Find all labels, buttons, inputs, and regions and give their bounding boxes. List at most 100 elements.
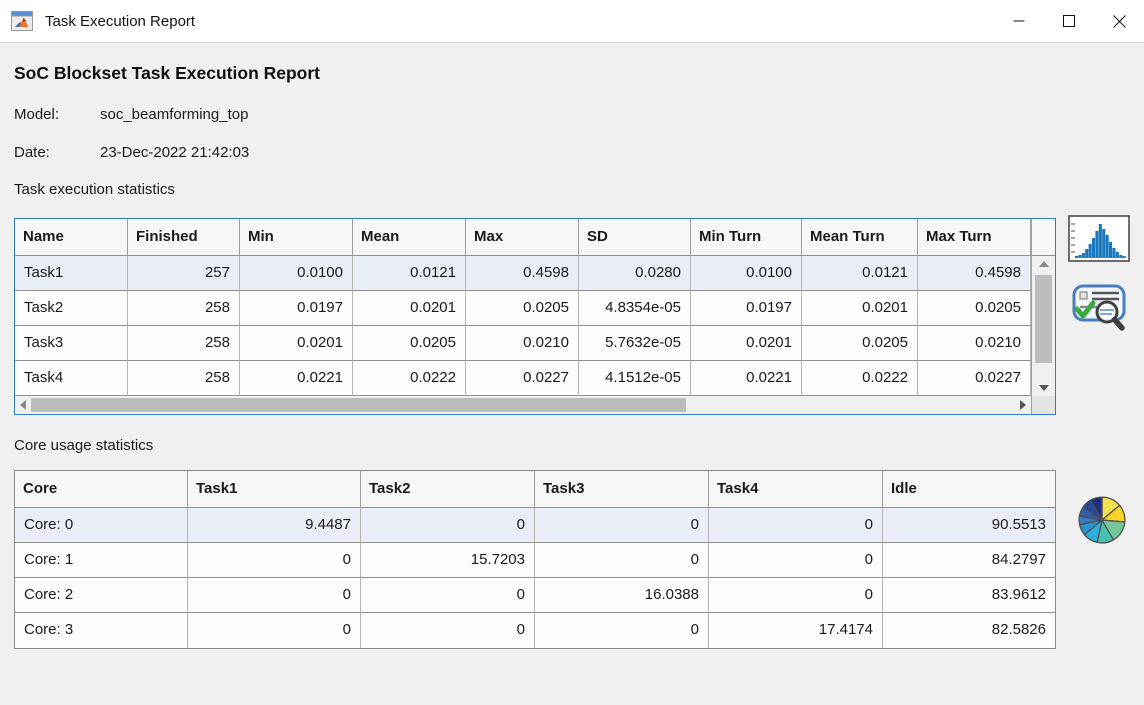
table-row[interactable]: Core: 2 0 0 16.0388 0 83.9612 bbox=[15, 578, 1055, 613]
cell[interactable]: 0.0197 bbox=[240, 291, 353, 326]
close-button[interactable] bbox=[1094, 0, 1144, 42]
cell[interactable]: 84.2797 bbox=[883, 543, 1055, 578]
cell[interactable]: 0.0205 bbox=[918, 291, 1031, 326]
cell[interactable]: 257 bbox=[128, 256, 240, 291]
cell[interactable]: 0.0201 bbox=[691, 326, 802, 361]
cell[interactable]: 0.0222 bbox=[353, 361, 466, 396]
cell[interactable]: 0 bbox=[535, 508, 709, 543]
cell[interactable]: Task4 bbox=[15, 361, 128, 396]
column-header: Min Turn bbox=[691, 219, 802, 256]
cell[interactable]: 0 bbox=[535, 613, 709, 648]
maximize-icon bbox=[1063, 15, 1075, 27]
report-inspect-icon bbox=[1072, 284, 1126, 331]
table-row[interactable]: Task2 258 0.0197 0.0201 0.0205 4.8354e-05 0.01… bbox=[15, 291, 1031, 326]
cell[interactable]: 82.5826 bbox=[883, 613, 1055, 648]
scroll-right-arrow-icon[interactable] bbox=[1015, 396, 1031, 414]
task-statistics-table: Name Finished Min Mean Max SD Min Turn Mean Tur… bbox=[14, 218, 1056, 415]
scroll-left-arrow-icon[interactable] bbox=[15, 396, 31, 414]
cell[interactable]: 0.0121 bbox=[353, 256, 466, 291]
cell[interactable]: 258 bbox=[128, 361, 240, 396]
maximize-button[interactable] bbox=[1044, 0, 1094, 42]
cell[interactable]: Task2 bbox=[15, 291, 128, 326]
cell[interactable]: 0.0221 bbox=[240, 361, 353, 396]
cell[interactable]: 5.7632e-05 bbox=[579, 326, 691, 361]
cell[interactable]: 0 bbox=[188, 543, 361, 578]
cell[interactable]: 0.0221 bbox=[691, 361, 802, 396]
cell[interactable]: 0.0280 bbox=[579, 256, 691, 291]
cell[interactable]: Core: 3 bbox=[15, 613, 188, 648]
column-header: Task3 bbox=[535, 471, 709, 508]
cell[interactable]: 0.4598 bbox=[466, 256, 579, 291]
cell[interactable]: 0.0201 bbox=[240, 326, 353, 361]
cell[interactable]: 0 bbox=[361, 578, 535, 613]
cell[interactable]: 0 bbox=[535, 543, 709, 578]
scrollbar-corner bbox=[1032, 396, 1055, 414]
scroll-down-arrow-icon[interactable] bbox=[1032, 380, 1055, 396]
cell[interactable]: 0.0201 bbox=[802, 291, 918, 326]
cell[interactable]: 0.0227 bbox=[466, 361, 579, 396]
cell[interactable]: 0 bbox=[188, 578, 361, 613]
cell[interactable]: 0.0210 bbox=[466, 326, 579, 361]
core-usage-pie-button[interactable] bbox=[1077, 495, 1127, 545]
cell[interactable]: Core: 1 bbox=[15, 543, 188, 578]
cell[interactable]: 0 bbox=[188, 613, 361, 648]
vertical-scrollbar[interactable] bbox=[1032, 256, 1055, 396]
cell[interactable]: Task3 bbox=[15, 326, 128, 361]
cell[interactable]: 0 bbox=[709, 578, 883, 613]
cell[interactable]: Task1 bbox=[15, 256, 128, 291]
cell[interactable]: 0.0210 bbox=[918, 326, 1031, 361]
cell[interactable]: 83.9612 bbox=[883, 578, 1055, 613]
table-row[interactable]: Core: 3 0 0 0 17.4174 82.5826 bbox=[15, 613, 1055, 648]
minimize-button[interactable] bbox=[994, 0, 1044, 42]
cell[interactable]: 0 bbox=[709, 543, 883, 578]
table-row[interactable]: Task3 258 0.0201 0.0205 0.0210 5.7632e-05 0.02… bbox=[15, 326, 1031, 361]
column-header: Finished bbox=[128, 219, 240, 256]
cell[interactable]: 16.0388 bbox=[535, 578, 709, 613]
cell[interactable]: 0.0121 bbox=[802, 256, 918, 291]
horizontal-scrollbar[interactable] bbox=[15, 396, 1031, 414]
horizontal-scrollbar-thumb[interactable] bbox=[31, 398, 686, 412]
minimize-icon bbox=[1013, 20, 1025, 22]
column-header: Max bbox=[466, 219, 579, 256]
cell[interactable]: 90.5513 bbox=[883, 508, 1055, 543]
cell[interactable]: 0.0205 bbox=[802, 326, 918, 361]
cell[interactable]: 258 bbox=[128, 326, 240, 361]
cell[interactable]: 0.0201 bbox=[353, 291, 466, 326]
task-table-body: Task1 257 0.0100 0.0121 0.4598 0.0280 0.0100 0.… bbox=[15, 256, 1031, 396]
cell[interactable]: Core: 2 bbox=[15, 578, 188, 613]
table-row[interactable]: Task1 257 0.0100 0.0121 0.4598 0.0280 0.0100 0.… bbox=[15, 256, 1031, 291]
cell[interactable]: 4.8354e-05 bbox=[579, 291, 691, 326]
cell[interactable]: 0.0205 bbox=[466, 291, 579, 326]
task-stats-section-label: Task execution statistics bbox=[14, 181, 175, 198]
cell[interactable]: Core: 0 bbox=[15, 508, 188, 543]
model-row: Model: soc_beamforming_top bbox=[14, 106, 248, 123]
cell[interactable]: 15.7203 bbox=[361, 543, 535, 578]
column-header: Max Turn bbox=[918, 219, 1031, 256]
cell[interactable]: 0.0222 bbox=[802, 361, 918, 396]
window-title: Task Execution Report bbox=[45, 12, 196, 30]
cell[interactable]: 0.0100 bbox=[240, 256, 353, 291]
cell[interactable]: 0.4598 bbox=[918, 256, 1031, 291]
table-row[interactable]: Task4 258 0.0221 0.0222 0.0227 4.1512e-05 0.02… bbox=[15, 361, 1031, 396]
cell[interactable]: 9.4487 bbox=[188, 508, 361, 543]
vertical-scrollbar-thumb[interactable] bbox=[1035, 275, 1052, 363]
date-row: Date: 23-Dec-2022 21:42:03 bbox=[14, 144, 249, 161]
cell[interactable]: 17.4174 bbox=[709, 613, 883, 648]
cell[interactable]: 0 bbox=[361, 613, 535, 648]
table-row[interactable]: Core: 0 9.4487 0 0 0 90.5513 bbox=[15, 508, 1055, 543]
cell[interactable]: 0.0227 bbox=[918, 361, 1031, 396]
task-histogram-button[interactable] bbox=[1068, 215, 1130, 262]
cell[interactable]: 0 bbox=[709, 508, 883, 543]
cell[interactable]: 4.1512e-05 bbox=[579, 361, 691, 396]
table-row[interactable]: Core: 1 0 15.7203 0 0 84.2797 bbox=[15, 543, 1055, 578]
cell[interactable]: 0 bbox=[361, 508, 535, 543]
scroll-up-arrow-icon[interactable] bbox=[1032, 256, 1055, 272]
cell[interactable]: 258 bbox=[128, 291, 240, 326]
cell[interactable]: 0.0100 bbox=[691, 256, 802, 291]
column-header: Task2 bbox=[361, 471, 535, 508]
cell[interactable]: 0.0197 bbox=[691, 291, 802, 326]
core-table-body: Core: 0 9.4487 0 0 0 90.5513 Core: 1 0 15.7203 0 0… bbox=[15, 508, 1055, 648]
cell[interactable]: 0.0205 bbox=[353, 326, 466, 361]
matlab-app-icon bbox=[11, 11, 33, 31]
report-inspect-button[interactable] bbox=[1071, 280, 1129, 332]
